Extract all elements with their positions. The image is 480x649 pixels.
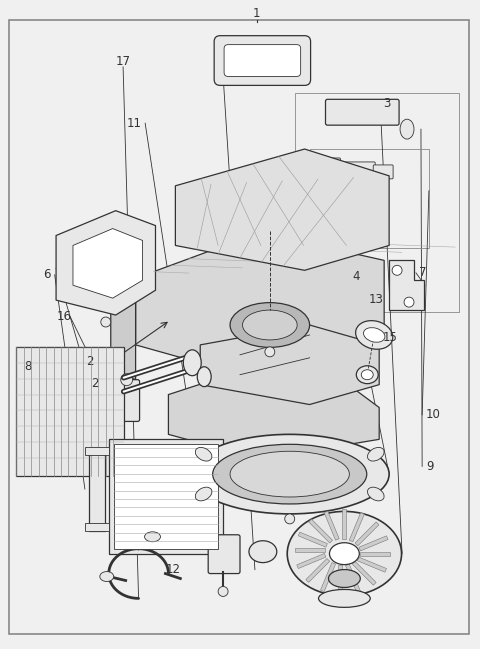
Ellipse shape (363, 328, 385, 342)
Bar (297, 554, 326, 569)
Ellipse shape (144, 532, 160, 542)
Bar (85, 447, 109, 455)
Ellipse shape (249, 541, 277, 563)
Text: 10: 10 (426, 408, 441, 421)
Ellipse shape (195, 487, 212, 501)
Polygon shape (136, 232, 384, 380)
Ellipse shape (361, 370, 373, 380)
Text: 13: 13 (369, 293, 384, 306)
Bar (321, 563, 336, 592)
FancyBboxPatch shape (373, 165, 393, 179)
FancyBboxPatch shape (343, 162, 375, 182)
Text: 15: 15 (383, 331, 398, 344)
Ellipse shape (368, 447, 384, 461)
Text: 16: 16 (56, 310, 71, 323)
Ellipse shape (287, 511, 402, 596)
FancyBboxPatch shape (208, 535, 240, 574)
Circle shape (218, 587, 228, 596)
Bar (114, 445, 218, 548)
Ellipse shape (319, 589, 370, 607)
Bar (359, 536, 388, 551)
Bar (360, 552, 390, 556)
Ellipse shape (230, 302, 310, 347)
Ellipse shape (368, 487, 384, 501)
Text: 12: 12 (166, 563, 181, 576)
Ellipse shape (183, 350, 201, 376)
Bar (89, 449, 105, 531)
Text: 4: 4 (352, 269, 360, 282)
Polygon shape (175, 149, 389, 271)
Ellipse shape (356, 366, 378, 384)
Bar (324, 511, 339, 540)
Polygon shape (200, 325, 379, 404)
Bar (306, 559, 330, 582)
Bar (358, 557, 386, 572)
Text: 2: 2 (91, 377, 98, 390)
Text: 11: 11 (127, 117, 142, 130)
FancyBboxPatch shape (325, 99, 399, 125)
Bar (349, 513, 364, 542)
FancyBboxPatch shape (316, 158, 340, 204)
Ellipse shape (190, 434, 389, 514)
Text: 17: 17 (116, 55, 131, 68)
Ellipse shape (195, 447, 212, 461)
Circle shape (285, 514, 295, 524)
Text: 2: 2 (86, 356, 94, 369)
Bar (355, 522, 379, 546)
Polygon shape (168, 365, 379, 459)
FancyBboxPatch shape (114, 380, 140, 421)
Circle shape (392, 265, 402, 275)
FancyBboxPatch shape (224, 45, 300, 77)
Text: 1: 1 (253, 7, 261, 20)
Ellipse shape (213, 445, 367, 504)
Circle shape (404, 297, 414, 307)
Ellipse shape (328, 570, 360, 587)
Polygon shape (56, 211, 156, 315)
Ellipse shape (197, 367, 211, 387)
Ellipse shape (242, 310, 297, 340)
Circle shape (120, 374, 132, 386)
Text: 3: 3 (383, 97, 391, 110)
Text: 7: 7 (419, 266, 426, 279)
Bar (352, 561, 376, 585)
Text: 6: 6 (43, 268, 50, 281)
Text: 5: 5 (283, 241, 290, 254)
Text: 14: 14 (90, 429, 105, 442)
Bar (295, 548, 324, 552)
FancyBboxPatch shape (212, 367, 312, 424)
Bar (346, 564, 360, 593)
Bar (295, 93, 459, 312)
Bar (309, 519, 333, 543)
Ellipse shape (400, 119, 414, 139)
Circle shape (101, 317, 111, 327)
Bar (310, 149, 429, 249)
Polygon shape (389, 260, 424, 310)
Circle shape (265, 347, 275, 357)
Ellipse shape (100, 572, 114, 582)
FancyBboxPatch shape (214, 36, 311, 86)
Bar (298, 532, 327, 547)
Bar (338, 565, 342, 595)
Ellipse shape (356, 321, 393, 349)
Polygon shape (73, 228, 143, 298)
Bar (342, 509, 347, 539)
Text: 8: 8 (24, 360, 31, 373)
Ellipse shape (230, 451, 349, 497)
Text: 9: 9 (426, 460, 433, 473)
Bar (109, 439, 223, 554)
FancyBboxPatch shape (343, 185, 370, 202)
Bar (16, 347, 124, 476)
Polygon shape (111, 278, 136, 380)
Bar (85, 523, 109, 531)
Ellipse shape (329, 543, 360, 565)
